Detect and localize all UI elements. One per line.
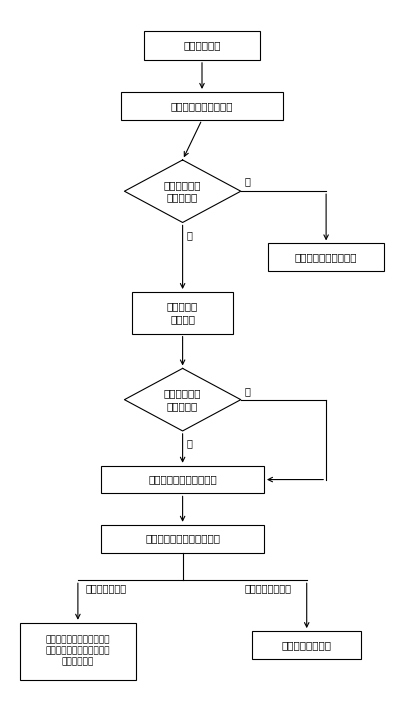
Text: 系统仍工作在接触式状态: 系统仍工作在接触式状态	[148, 474, 217, 484]
Bar	[120, 92, 284, 120]
Bar	[144, 30, 260, 60]
Text: 系统处于非接触式状态: 系统处于非接触式状态	[171, 101, 233, 111]
Text: 否: 否	[245, 176, 250, 186]
Bar	[101, 525, 264, 552]
Text: 是: 是	[187, 230, 192, 240]
Bar	[132, 292, 233, 334]
Text: 是: 是	[187, 438, 192, 448]
Text: 射频场强驻保持: 射频场强驻保持	[86, 584, 127, 593]
Text: 否: 否	[245, 386, 250, 396]
Text: 系统保持非接触式状态: 系统保持非接触式状态	[295, 252, 358, 262]
Bar	[20, 623, 136, 680]
Bar	[101, 466, 264, 493]
Text: 系统上电复位: 系统上电复位	[183, 40, 221, 50]
Text: 射频场强骤有跳变: 射频场强骤有跳变	[245, 584, 292, 593]
Bar	[268, 243, 384, 271]
Text: 是否有接触式
复位信号？: 是否有接触式 复位信号？	[164, 180, 201, 202]
Text: 进行非接触式交易: 进行非接触式交易	[282, 640, 332, 650]
Text: 仍处于接触式模式状态但停
止接触式交易，也不会进行
非接触式交易: 仍处于接触式模式状态但停 止接触式交易，也不会进行 非接触式交易	[46, 635, 110, 666]
Text: 将卡从接触式读卡机中拔出: 将卡从接触式读卡机中拔出	[145, 534, 220, 544]
Text: 是否产生非接
触式场强？: 是否产生非接 触式场强？	[164, 389, 201, 411]
Bar	[252, 631, 361, 659]
Text: 系统处于接
触式状态: 系统处于接 触式状态	[167, 301, 198, 324]
